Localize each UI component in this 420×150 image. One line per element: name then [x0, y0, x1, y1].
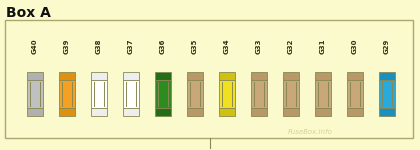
Bar: [59, 108, 75, 116]
Text: G34: G34: [224, 38, 230, 54]
Bar: [155, 80, 171, 108]
Bar: [186, 80, 203, 108]
Text: G38: G38: [96, 38, 102, 54]
Text: G39: G39: [64, 38, 70, 54]
Bar: [27, 72, 43, 80]
Text: G29: G29: [384, 38, 390, 54]
Bar: [219, 80, 235, 108]
Bar: [346, 72, 363, 80]
Bar: [219, 108, 235, 116]
Bar: [251, 72, 267, 80]
Bar: [91, 80, 108, 108]
Bar: [59, 80, 75, 108]
Bar: [283, 108, 299, 116]
Bar: [315, 72, 331, 80]
Text: G33: G33: [256, 38, 262, 54]
Text: G31: G31: [320, 38, 326, 54]
Bar: [155, 72, 171, 80]
Bar: [346, 108, 363, 116]
Text: Box A: Box A: [6, 6, 51, 20]
Bar: [251, 80, 267, 108]
Bar: [186, 108, 203, 116]
Bar: [27, 108, 43, 116]
Bar: [283, 72, 299, 80]
Bar: [379, 72, 395, 80]
Bar: [379, 80, 395, 108]
Bar: [59, 72, 75, 80]
Bar: [186, 72, 203, 80]
Text: FuseBox.Info: FuseBox.Info: [288, 129, 333, 135]
Bar: [123, 108, 139, 116]
Bar: [5, 20, 413, 138]
Bar: [123, 80, 139, 108]
Bar: [315, 108, 331, 116]
Text: G36: G36: [160, 38, 166, 54]
Bar: [283, 80, 299, 108]
Bar: [251, 108, 267, 116]
Text: G40: G40: [32, 38, 38, 54]
Text: G35: G35: [192, 38, 198, 54]
Text: G32: G32: [288, 38, 294, 54]
Bar: [91, 72, 108, 80]
Text: G37: G37: [128, 38, 134, 54]
Bar: [315, 80, 331, 108]
Bar: [346, 80, 363, 108]
Bar: [379, 108, 395, 116]
Bar: [219, 72, 235, 80]
Text: G30: G30: [352, 38, 358, 54]
Bar: [27, 80, 43, 108]
Bar: [123, 72, 139, 80]
Bar: [91, 108, 108, 116]
Bar: [155, 108, 171, 116]
